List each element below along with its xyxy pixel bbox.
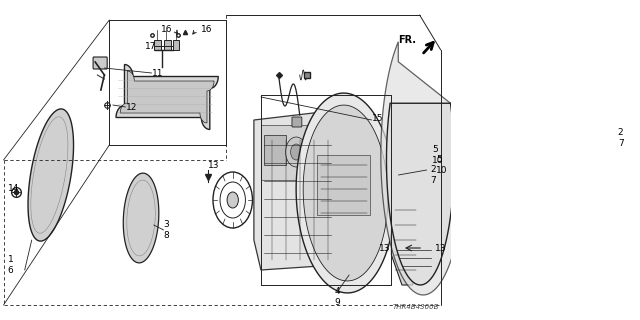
Text: 5
10: 5 10	[436, 155, 447, 175]
Text: 5
10: 5 10	[432, 145, 444, 165]
Text: 11: 11	[152, 68, 163, 77]
Bar	[264, 135, 285, 165]
Text: 15: 15	[372, 114, 383, 123]
Circle shape	[227, 192, 238, 208]
Text: 13: 13	[208, 161, 220, 170]
Text: THR4B4300B: THR4B4300B	[392, 304, 438, 310]
Bar	[317, 155, 371, 215]
Polygon shape	[381, 42, 465, 295]
Text: FR.: FR.	[398, 35, 416, 45]
Circle shape	[291, 144, 302, 160]
Polygon shape	[296, 93, 395, 293]
FancyBboxPatch shape	[292, 117, 302, 127]
Text: 14: 14	[8, 183, 19, 193]
Text: 16: 16	[161, 25, 173, 34]
Text: 12: 12	[125, 102, 137, 111]
Polygon shape	[28, 109, 74, 241]
Circle shape	[397, 228, 414, 252]
Polygon shape	[387, 103, 454, 285]
Polygon shape	[392, 195, 423, 285]
Text: 13: 13	[435, 244, 447, 252]
Text: 13: 13	[378, 244, 390, 252]
Polygon shape	[116, 65, 218, 130]
Text: 2
7: 2 7	[618, 128, 623, 148]
Bar	[154, 40, 161, 50]
Bar	[173, 40, 179, 50]
Text: 2
7: 2 7	[430, 165, 436, 185]
Circle shape	[402, 235, 409, 245]
Text: 4
9: 4 9	[334, 287, 340, 307]
Polygon shape	[303, 105, 388, 281]
Polygon shape	[124, 173, 159, 263]
Polygon shape	[120, 71, 214, 123]
FancyBboxPatch shape	[93, 57, 107, 69]
Bar	[164, 40, 171, 50]
Bar	[261, 125, 321, 180]
Circle shape	[285, 137, 307, 167]
Text: 1
6: 1 6	[8, 255, 13, 275]
Text: 3
8: 3 8	[164, 220, 170, 240]
Text: 17: 17	[145, 42, 157, 51]
Text: 16: 16	[201, 25, 212, 34]
Polygon shape	[254, 110, 346, 270]
